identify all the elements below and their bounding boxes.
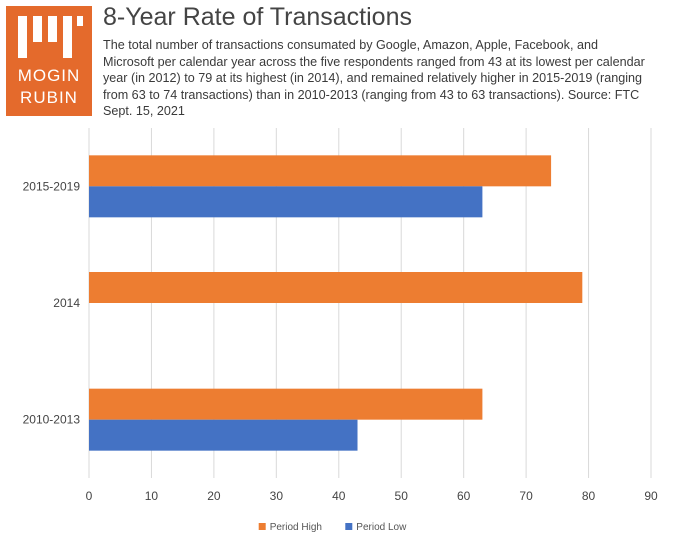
x-tick-label: 0 — [86, 489, 93, 503]
x-tick-label: 60 — [457, 489, 471, 503]
legend-swatch — [345, 523, 353, 530]
x-tick-label: 80 — [582, 489, 596, 503]
x-tick-label: 20 — [207, 489, 221, 503]
x-tick-label: 70 — [519, 489, 533, 503]
legend-swatch — [258, 523, 266, 530]
bar-period-high — [89, 155, 552, 187]
x-tick-label: 30 — [270, 489, 284, 503]
bar-period-low — [89, 419, 358, 451]
category-label: 2010-2013 — [23, 413, 81, 427]
category-label: 2015-2019 — [23, 179, 81, 193]
chart-title: 8-Year Rate of Transactions — [103, 3, 412, 31]
logo-text-rubin: RUBIN — [20, 88, 78, 107]
legend-label: Period High — [270, 522, 322, 533]
x-tick-label: 50 — [395, 489, 409, 503]
chart-subtitle: The total number of transactions consuma… — [103, 38, 645, 119]
x-tick-label: 90 — [644, 489, 658, 503]
bar-period-high — [89, 388, 483, 420]
bar-period-low — [89, 186, 483, 218]
x-tick-label: 40 — [332, 489, 346, 503]
logo-text-mogin: MOGIN — [17, 66, 81, 85]
bar-period-high — [89, 272, 583, 303]
category-label: 2014 — [53, 296, 80, 310]
mogin-rubin-logo: MOGIN RUBIN — [6, 6, 92, 116]
logo-mark-icon — [18, 16, 83, 58]
legend-label: Period Low — [356, 522, 407, 533]
x-tick-label: 10 — [145, 489, 159, 503]
